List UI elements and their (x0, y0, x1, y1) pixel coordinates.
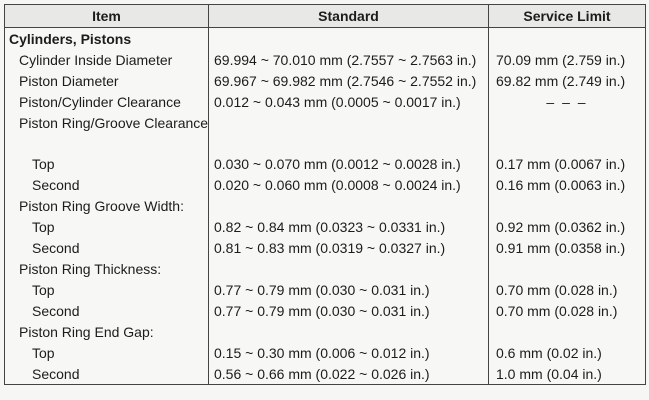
item-cell: Piston Ring End Gap: (4, 321, 209, 342)
table-row: Piston Diameter 69.967 ~ 69.982 mm (2.75… (4, 70, 646, 91)
empty-cell (488, 195, 646, 216)
section-title: Cylinders, Pistons (4, 27, 209, 49)
table-header: Item Standard Service Limit (4, 4, 646, 28)
empty-cell (208, 195, 489, 216)
table-row: Piston Ring Thickness: (4, 258, 646, 279)
table-row: Top 0.82 ~ 0.84 mm (0.0323 ~ 0.0331 in.)… (4, 216, 646, 237)
empty-cell (208, 27, 489, 49)
table-row: Cylinder Inside Diameter 69.994 ~ 70.010… (4, 49, 646, 70)
table-row: Piston Ring End Gap: (4, 321, 646, 342)
service-limit-cell: 69.82 mm (2.749 in.) (488, 70, 646, 91)
standard-cell: 0.77 ~ 0.79 mm (0.030 ~ 0.031 in.) (208, 279, 489, 300)
item-cell: Piston Ring Groove Width: (4, 195, 209, 216)
table-body: Cylinders, Pistons Cylinder Inside Diame… (4, 27, 646, 385)
item-cell: Top (4, 153, 209, 174)
standard-cell: 69.994 ~ 70.010 mm (2.7557 ~ 2.7563 in.) (208, 49, 489, 70)
standard-cell: 0.81 ~ 0.83 mm (0.0319 ~ 0.0327 in.) (208, 237, 489, 258)
table-row: Second 0.81 ~ 0.83 mm (0.0319 ~ 0.0327 i… (4, 237, 646, 258)
empty-cell (208, 258, 489, 279)
header-standard: Standard (208, 4, 489, 28)
standard-cell: 0.77 ~ 0.79 mm (0.030 ~ 0.031 in.) (208, 300, 489, 321)
item-cell: Piston Ring Thickness: (4, 258, 209, 279)
section-row: Cylinders, Pistons (4, 27, 646, 49)
standard-cell: 0.012 ~ 0.043 mm (0.0005 ~ 0.0017 in.) (208, 91, 489, 112)
table-row: Piston Ring/Groove Clearance: (4, 112, 646, 153)
empty-cell (208, 112, 489, 153)
empty-cell (488, 321, 646, 342)
specifications-table: Item Standard Service Limit Cylinders, P… (4, 4, 646, 385)
service-limit-cell: 0.70 mm (0.028 in.) (488, 279, 646, 300)
table-row: Second 0.77 ~ 0.79 mm (0.030 ~ 0.031 in.… (4, 300, 646, 321)
standard-cell: 0.82 ~ 0.84 mm (0.0323 ~ 0.0331 in.) (208, 216, 489, 237)
item-cell: Second (4, 237, 209, 258)
standard-cell: 0.030 ~ 0.070 mm (0.0012 ~ 0.0028 in.) (208, 153, 489, 174)
item-cell: Second (4, 363, 209, 385)
header-row: Item Standard Service Limit (4, 4, 646, 28)
service-limit-cell: 0.16 mm (0.0063 in.) (488, 174, 646, 195)
service-limit-cell: 1.0 mm (0.04 in.) (488, 363, 646, 385)
service-limit-cell: 0.92 mm (0.0362 in.) (488, 216, 646, 237)
item-cell: Top (4, 216, 209, 237)
empty-cell (488, 258, 646, 279)
item-cell: Piston/Cylinder Clearance (4, 91, 209, 112)
empty-cell (488, 112, 646, 153)
header-service-limit: Service Limit (488, 4, 646, 28)
item-cell: Top (4, 279, 209, 300)
empty-cell (488, 27, 646, 49)
item-cell: Second (4, 300, 209, 321)
service-limit-cell: – – – (488, 91, 646, 112)
table-row: Top 0.15 ~ 0.30 mm (0.006 ~ 0.012 in.) 0… (4, 342, 646, 363)
service-limit-cell: 0.70 mm (0.028 in.) (488, 300, 646, 321)
item-cell: Cylinder Inside Diameter (4, 49, 209, 70)
service-limit-cell: 70.09 mm (2.759 in.) (488, 49, 646, 70)
table-row: Top 0.77 ~ 0.79 mm (0.030 ~ 0.031 in.) 0… (4, 279, 646, 300)
table-row: Top 0.030 ~ 0.070 mm (0.0012 ~ 0.0028 in… (4, 153, 646, 174)
item-cell: Second (4, 174, 209, 195)
empty-cell (208, 321, 489, 342)
service-limit-cell: 0.6 mm (0.02 in.) (488, 342, 646, 363)
service-limit-cell: 0.91 mm (0.0358 in.) (488, 237, 646, 258)
table-row: Piston/Cylinder Clearance 0.012 ~ 0.043 … (4, 91, 646, 112)
item-cell: Top (4, 342, 209, 363)
item-cell: Piston Ring/Groove Clearance: (4, 112, 209, 153)
standard-cell: 0.56 ~ 0.66 mm (0.022 ~ 0.026 in.) (208, 363, 489, 385)
table-row: Second 0.020 ~ 0.060 mm (0.0008 ~ 0.0024… (4, 174, 646, 195)
service-limit-cell: 0.17 mm (0.0067 in.) (488, 153, 646, 174)
table-row: Piston Ring Groove Width: (4, 195, 646, 216)
standard-cell: 0.020 ~ 0.060 mm (0.0008 ~ 0.0024 in.) (208, 174, 489, 195)
standard-cell: 69.967 ~ 69.982 mm (2.7546 ~ 2.7552 in.) (208, 70, 489, 91)
standard-cell: 0.15 ~ 0.30 mm (0.006 ~ 0.012 in.) (208, 342, 489, 363)
table-row: Second 0.56 ~ 0.66 mm (0.022 ~ 0.026 in.… (4, 363, 646, 385)
header-item: Item (4, 4, 209, 28)
item-cell: Piston Diameter (4, 70, 209, 91)
